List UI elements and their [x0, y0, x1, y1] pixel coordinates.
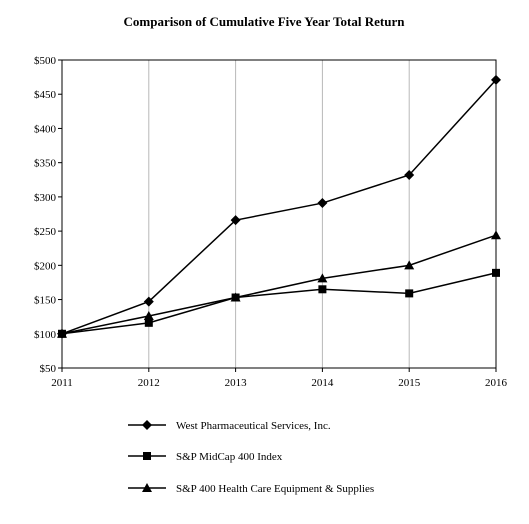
- legend-label: West Pharmaceutical Services, Inc.: [176, 420, 331, 432]
- x-axis: 2011 2012 2013 2014 2015 2016: [51, 368, 508, 389]
- legend-label: S&P 400 Health Care Equipment & Supplies: [176, 483, 374, 495]
- series-markers: [57, 74, 501, 339]
- data-point-diamond: [143, 296, 154, 307]
- data-point-triangle: [230, 292, 241, 302]
- data-point-triangle: [491, 230, 501, 240]
- y-tick-label: $200: [34, 260, 57, 272]
- legend-marker-square: [143, 452, 151, 460]
- legend-marker-triangle: [142, 483, 152, 492]
- data-point-triangle: [317, 273, 328, 283]
- grid: [148, 60, 410, 368]
- x-tick-label: 2011: [51, 377, 73, 389]
- y-tick-label: $150: [34, 295, 57, 307]
- y-tick-label: $250: [34, 226, 57, 238]
- y-tick-label: $50: [40, 363, 57, 375]
- x-tick-label: 2014: [311, 377, 334, 389]
- legend-label: S&P MidCap 400 Index: [176, 451, 283, 463]
- x-tick-label: 2015: [398, 377, 421, 389]
- series-line-triangle: [61, 234, 497, 335]
- x-tick-label: 2012: [138, 377, 160, 389]
- data-point-triangle: [404, 260, 415, 270]
- series-line-diamond: [61, 79, 497, 335]
- data-point-square: [144, 318, 153, 327]
- y-tick-label: $300: [34, 192, 57, 204]
- x-tick-label: 2013: [225, 377, 248, 389]
- series-line-square: [61, 272, 497, 335]
- series-lines: [61, 79, 497, 335]
- data-point-diamond: [230, 215, 241, 226]
- data-point-triangle: [57, 328, 67, 338]
- y-tick-label: $400: [34, 123, 57, 135]
- y-tick-label: $450: [34, 89, 57, 101]
- data-point-diamond: [491, 74, 501, 85]
- y-tick-label: $500: [34, 55, 57, 67]
- chart-title: Comparison of Cumulative Five Year Total…: [124, 14, 406, 29]
- data-point-square: [318, 285, 327, 294]
- data-point-square: [405, 289, 414, 298]
- data-point-square: [492, 268, 500, 277]
- y-tick-label: $100: [34, 329, 57, 341]
- legend-marker-diamond: [142, 420, 152, 430]
- y-tick-label: $350: [34, 158, 57, 170]
- data-point-triangle: [143, 310, 154, 320]
- data-point-diamond: [404, 169, 415, 180]
- y-axis: $50 $100 $150 $200 $250 $300 $350 $400 $450 $500: [34, 55, 62, 375]
- data-point-diamond: [317, 198, 328, 209]
- plot-area: [61, 59, 497, 369]
- legend: West Pharmaceutical Services, Inc. S&P Mi…: [128, 420, 374, 495]
- x-tick-label: 2016: [485, 377, 508, 389]
